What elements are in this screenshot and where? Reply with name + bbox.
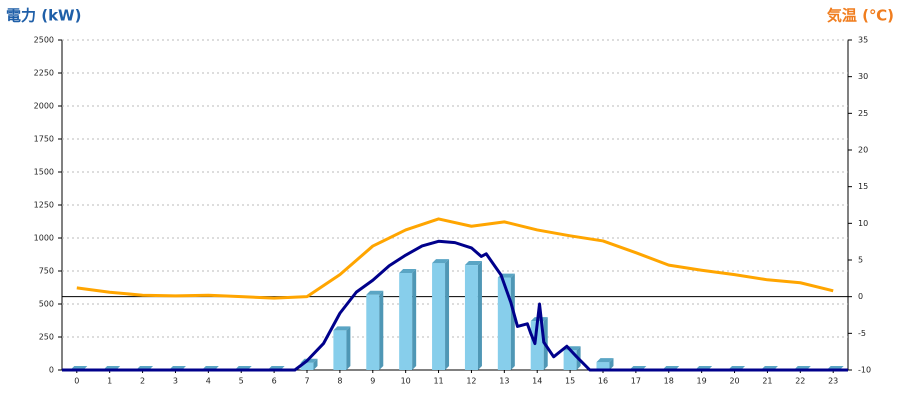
y2-tick-label: 0 [858, 292, 863, 301]
bar-face [596, 362, 610, 370]
y-tick-label: 1250 [34, 201, 54, 210]
y-tick-label: 1000 [34, 234, 54, 243]
bar-face [432, 263, 446, 370]
x-tick-label: 12 [466, 377, 476, 386]
bar-face [346, 326, 351, 370]
x-tick-label: 5 [239, 377, 244, 386]
bar-face [445, 259, 450, 370]
bar-face [510, 273, 515, 370]
bar [464, 261, 482, 370]
y2-tick-label: 5 [858, 256, 863, 265]
x-tick-label: 8 [337, 377, 342, 386]
x-tick-label: 17 [631, 377, 641, 386]
x-tick-label: 16 [598, 377, 608, 386]
x-tick-label: 1 [107, 377, 112, 386]
x-tick-label: 18 [664, 377, 674, 386]
x-tick-label: 6 [272, 377, 277, 386]
bar-face [379, 290, 384, 370]
bar [497, 273, 515, 370]
bar-face [432, 259, 450, 264]
x-tick-label: 2 [140, 377, 145, 386]
bar-face [464, 265, 478, 370]
bar-face [333, 326, 351, 331]
x-tick-label: 4 [206, 377, 211, 386]
y-tick-label: 250 [39, 333, 54, 342]
y-tick-label: 500 [39, 300, 54, 309]
y2-tick-label: 10 [858, 219, 868, 228]
bar-face [464, 261, 482, 266]
y-tick-label: 1750 [34, 135, 54, 144]
bar-face [399, 272, 413, 370]
x-tick-label: 21 [762, 377, 772, 386]
y2-tick-label: -10 [858, 366, 871, 375]
bar-face [609, 358, 614, 370]
bar [333, 326, 351, 370]
bar-face [300, 362, 314, 370]
line [62, 239, 848, 372]
y-tick-label: 1500 [34, 168, 54, 177]
y2-tick-label: 20 [858, 146, 868, 155]
bar-face [313, 358, 318, 370]
y-axis-title: 電力 (kW) [6, 7, 81, 25]
x-tick-label: 7 [304, 377, 309, 386]
x-tick-label: 13 [499, 377, 509, 386]
bar-face [596, 358, 614, 363]
bar-face [477, 261, 482, 370]
line [76, 217, 834, 300]
x-tick-label: 15 [565, 377, 575, 386]
x-tick-label: 0 [74, 377, 79, 386]
x-tick-label: 20 [729, 377, 739, 386]
y-tick-label: 2250 [34, 69, 54, 78]
bar-face [366, 290, 384, 295]
y2-tick-label: 25 [858, 109, 868, 118]
y2-tick-label: 35 [858, 36, 868, 45]
x-tick-label: 10 [401, 377, 411, 386]
y2-tick-label: -5 [858, 329, 866, 338]
y2-tick-label: 30 [858, 72, 868, 81]
y-tick-label: 2000 [34, 102, 54, 111]
bar-face [333, 330, 347, 370]
y2-axis-title: 気温 (℃) [827, 7, 894, 25]
y2-tick-label: 15 [858, 182, 868, 191]
x-tick-label: 22 [795, 377, 805, 386]
y-tick-label: 750 [39, 267, 54, 276]
bar-face [412, 268, 417, 370]
x-tick-label: 19 [697, 377, 707, 386]
bar-face [530, 321, 544, 370]
bar [530, 317, 548, 370]
bar [596, 358, 614, 370]
bar-face [399, 268, 417, 273]
bar-face [366, 294, 380, 370]
bar-face [497, 277, 511, 370]
y-tick-label: 2500 [34, 36, 54, 45]
bar [432, 259, 450, 370]
x-tick-label: 14 [532, 377, 542, 386]
x-tick-label: 3 [173, 377, 178, 386]
y-tick-label: 0 [49, 366, 54, 375]
x-tick-label: 11 [433, 377, 443, 386]
x-tick-label: 9 [370, 377, 375, 386]
x-tick-label: 23 [828, 377, 838, 386]
bar [366, 290, 384, 370]
bar [399, 268, 417, 370]
